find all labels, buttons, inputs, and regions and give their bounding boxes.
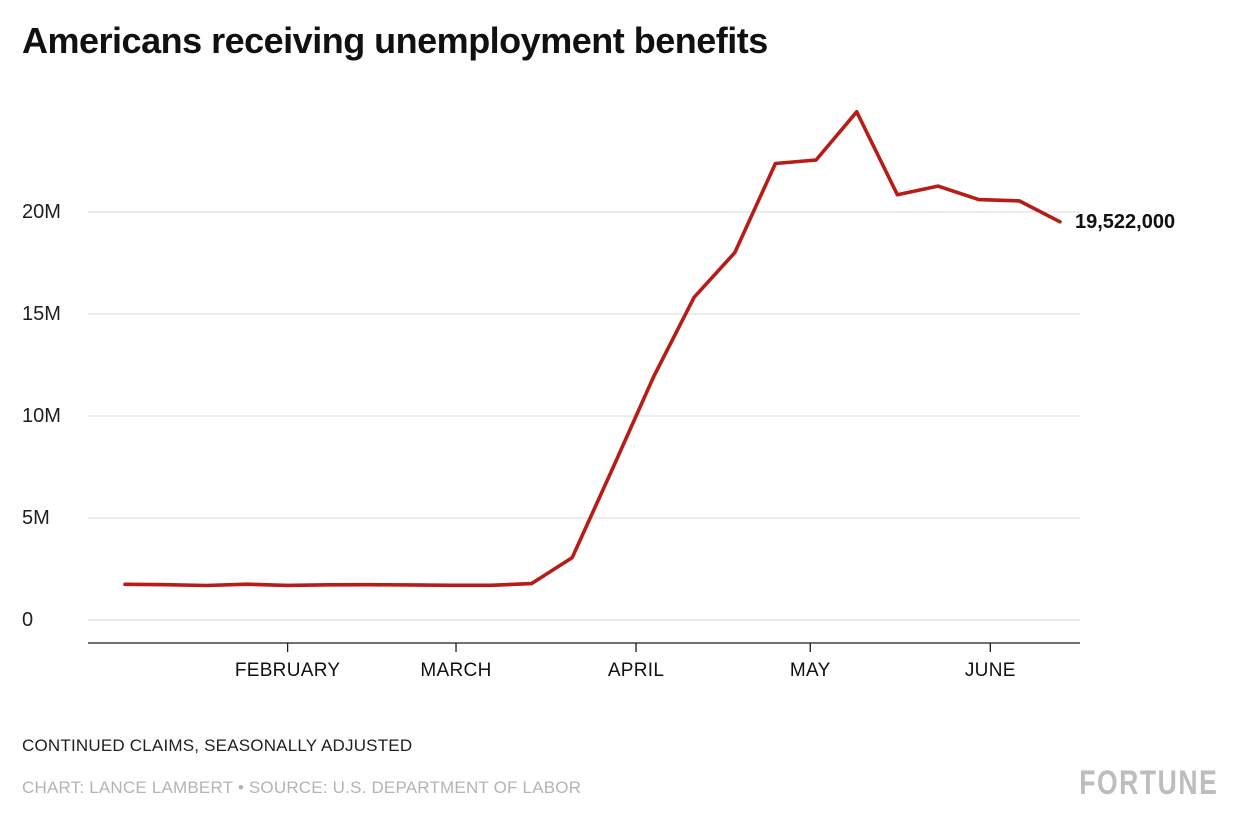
x-tick-label: MARCH xyxy=(420,660,492,681)
fortune-logo: FORTUNE xyxy=(1078,764,1218,802)
series-line xyxy=(123,110,1062,588)
y-tick-label: 5M xyxy=(22,507,50,529)
y-tick-label: 0 xyxy=(22,609,34,631)
x-tick-label: APRIL xyxy=(607,660,665,681)
x-tick-label: JUNE xyxy=(964,660,1016,681)
x-tick-label: FEBRUARY xyxy=(234,660,341,681)
y-tick-label: 20M xyxy=(22,201,61,223)
x-tick-label: MAY xyxy=(789,660,831,681)
chart-source-credit: CHART: LANCE LAMBERT • SOURCE: U.S. DEPA… xyxy=(22,778,582,797)
chart-note: CONTINUED CLAIMS, SEASONALLY ADJUSTED xyxy=(22,736,413,755)
y-tick-label: 15M xyxy=(22,303,61,325)
y-tick-label: 10M xyxy=(22,405,61,427)
end-value-label: 19,522,000 xyxy=(1075,210,1176,233)
page-title: Americans receiving unemployment benefit… xyxy=(22,20,768,61)
